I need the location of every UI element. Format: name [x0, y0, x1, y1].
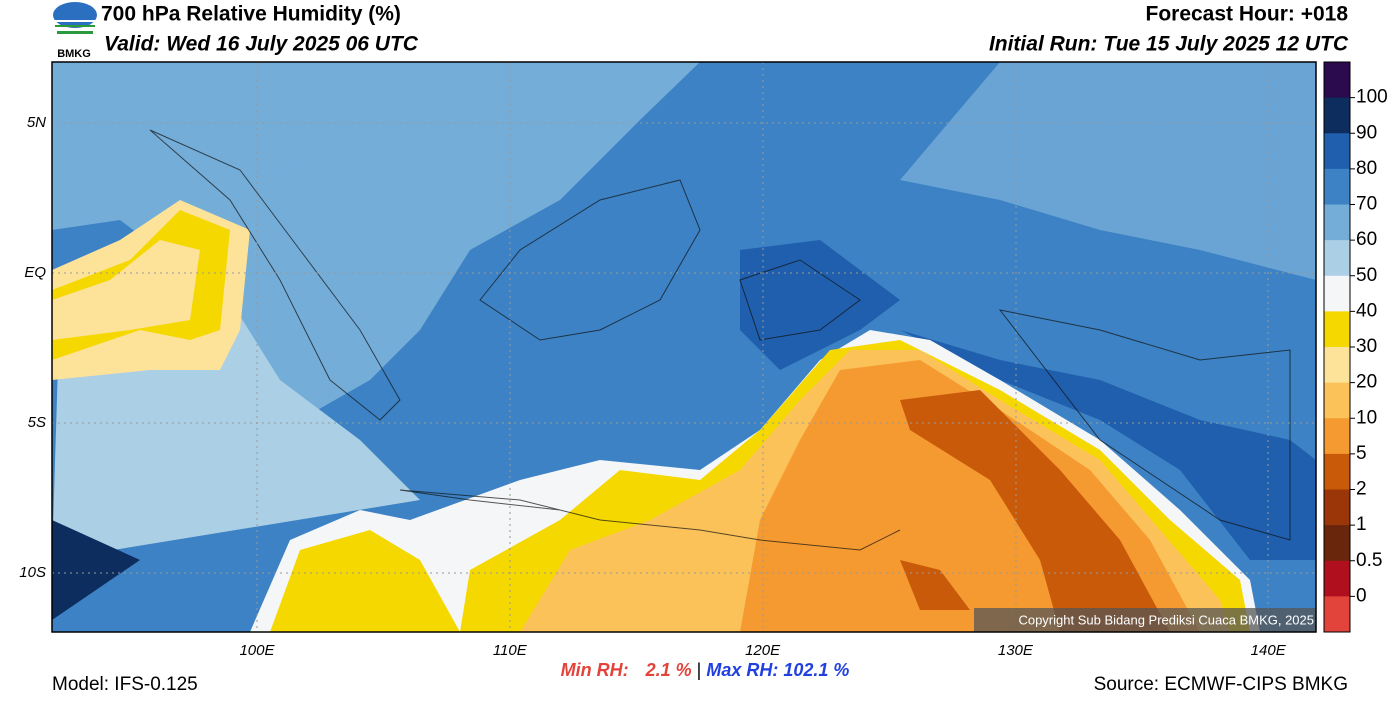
separator: |: [697, 660, 702, 680]
colorbar-label: 5: [1356, 443, 1367, 464]
colorbar-swatch: [1324, 489, 1350, 526]
colorbar-label: 90: [1356, 122, 1377, 143]
colorbar-swatch: [1324, 560, 1350, 597]
max-label: Max RH:: [706, 660, 778, 680]
colorbar-label: 70: [1356, 194, 1377, 215]
colorbar-swatch: [1324, 62, 1350, 99]
colorbar-label: 100: [1356, 87, 1388, 108]
colorbar-swatch: [1324, 168, 1350, 205]
colorbar-label: 30: [1356, 336, 1377, 357]
title: 700 hPa Relative Humidity (%): [101, 3, 401, 26]
lon-label: 100E: [239, 642, 275, 659]
logo-text: BMKG: [57, 48, 91, 60]
min-label: Min RH:: [561, 660, 629, 680]
lat-label: EQ: [24, 264, 46, 281]
colorbar-swatch: [1324, 596, 1350, 633]
lon-label: 110E: [493, 642, 528, 659]
lat-label: 5S: [28, 414, 46, 431]
colorbar-swatch: [1324, 418, 1350, 455]
source: Source: ECMWF-CIPS BMKG: [1094, 674, 1348, 695]
colorbar-swatch: [1324, 311, 1350, 348]
humidity-field: Copyright Sub Bidang Prediksi Cuaca BMKG…: [52, 62, 1316, 632]
colorbar-swatch: [1324, 97, 1350, 134]
colorbar-swatch: [1324, 525, 1350, 562]
min-value: 2.1 %: [645, 660, 692, 680]
logo: BMKG: [53, 2, 97, 60]
colorbar-swatch: [1324, 453, 1350, 490]
colorbar-label: 0: [1356, 585, 1367, 606]
forecast-hour: Forecast Hour: +018: [1146, 3, 1349, 26]
lat-label: 10S: [19, 564, 46, 581]
colorbar-swatch: [1324, 240, 1350, 277]
colorbar-label: 1: [1356, 514, 1367, 535]
colorbar-label: 2: [1356, 479, 1367, 500]
lat-label: 5N: [27, 114, 46, 131]
colorbar-swatch: [1324, 133, 1350, 170]
colorbar-swatch: [1324, 382, 1350, 419]
valid-time: Valid: Wed 16 July 2025 06 UTC: [104, 33, 419, 56]
colorbar-swatch: [1324, 347, 1350, 384]
colorbar-label: 20: [1356, 372, 1377, 393]
min-max: Min RH: 2.1 % | Max RH: 102.1 %: [561, 660, 850, 680]
colorbar-swatch: [1324, 275, 1350, 312]
colorbar-label: 10: [1356, 407, 1377, 428]
copyright: Copyright Sub Bidang Prediksi Cuaca BMKG…: [1018, 612, 1314, 627]
colorbar-label: 0.5: [1356, 550, 1382, 571]
colorbar-label: 80: [1356, 158, 1377, 179]
map-frame: [51, 61, 1317, 633]
model: Model: IFS-0.125: [52, 674, 198, 695]
colorbar-label: 60: [1356, 229, 1377, 250]
initial-run: Initial Run: Tue 15 July 2025 12 UTC: [989, 33, 1349, 56]
colorbar-label: 50: [1356, 265, 1377, 286]
lon-label: 130E: [998, 642, 1034, 659]
colorbar-swatch: [1324, 204, 1350, 241]
lon-label: 140E: [1251, 642, 1287, 659]
colorbar-label: 40: [1356, 300, 1377, 321]
lon-label: 120E: [745, 642, 781, 659]
max-value: 102.1 %: [783, 660, 849, 680]
